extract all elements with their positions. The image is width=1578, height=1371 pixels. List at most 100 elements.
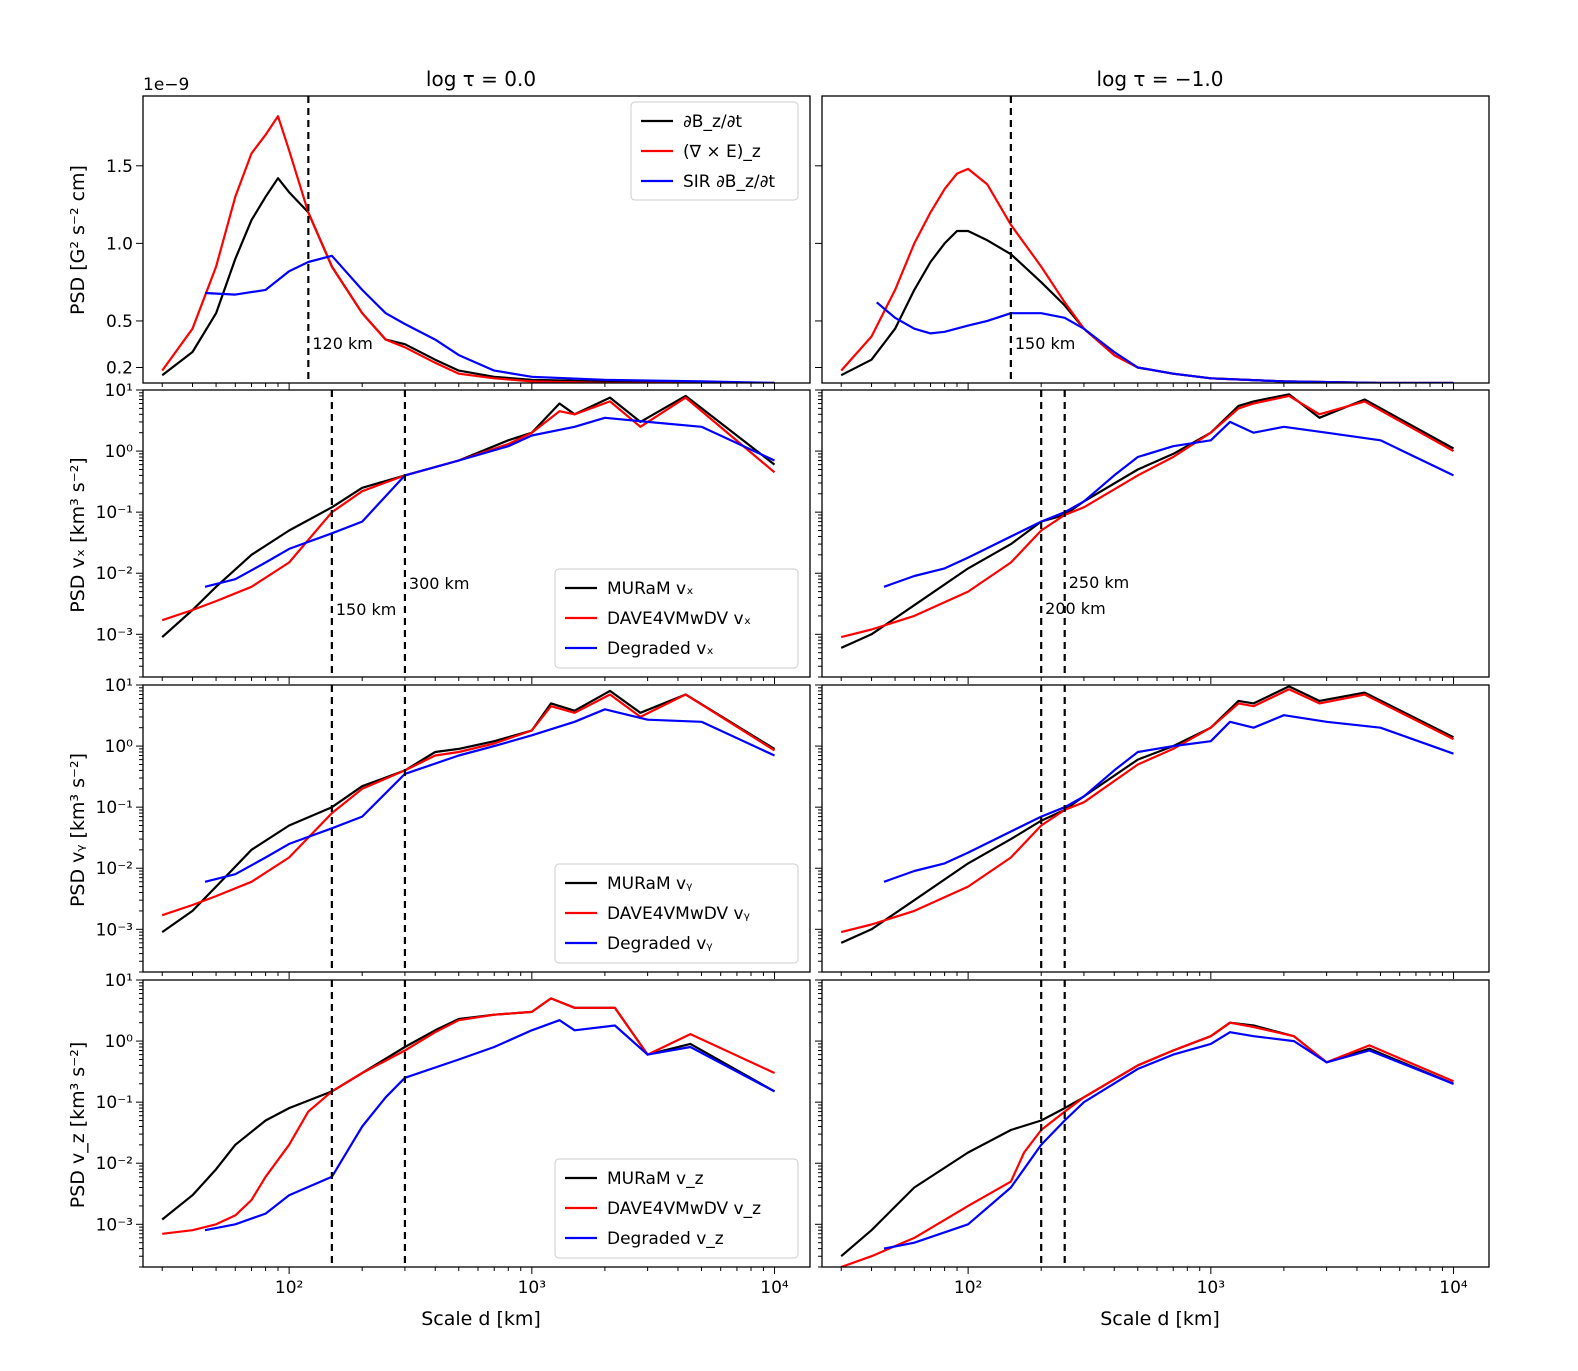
panel-r3c1: 10² 10³ 10⁴ bbox=[815, 979, 1490, 1298]
y-tick-label: 0.5 bbox=[106, 312, 133, 332]
panel-r1c0: 150 km 300 km 10¹ 10⁰ 10⁻¹ 10⁻² 10⁻³ MURaM vₓ DA… bbox=[96, 381, 811, 684]
panel-r0c1: 150 km bbox=[815, 95, 1490, 390]
x-axis-label-left: Scale d [km] bbox=[421, 1308, 541, 1330]
series-line-blue bbox=[883, 714, 1454, 883]
column-title-right: log τ = −1.0 bbox=[1097, 67, 1224, 91]
legend-box bbox=[554, 863, 799, 964]
y-tick-label: 10⁻² bbox=[96, 564, 133, 584]
axes-frame bbox=[821, 389, 1490, 678]
plot-area: 120 km 1.5 1.0 0.5 0.2 ∂B_z/∂t (∇ × E)_z SIR ∂B… bbox=[96, 95, 1490, 1298]
axes-frame bbox=[142, 389, 811, 678]
axes-frame bbox=[821, 95, 1490, 384]
series-line-blue bbox=[204, 254, 775, 383]
series-line-blue bbox=[875, 301, 1454, 383]
series-group bbox=[161, 394, 776, 638]
legend-label: SIR ∂B_z/∂t bbox=[683, 172, 775, 192]
series-group bbox=[840, 685, 1454, 944]
series-line-red bbox=[161, 115, 775, 383]
panel-r3c0: 10² 10³ 10⁴ 10¹ 10⁰ 10⁻¹ 10⁻² 10⁻³ MURaM v_z DAVE… bbox=[96, 971, 811, 1298]
x-tick-label: 10³ bbox=[1197, 1278, 1225, 1298]
y-tick-label: 10¹ bbox=[105, 676, 133, 696]
legend-label: DAVE4VMwDV v_z bbox=[607, 1199, 761, 1219]
legend-label: Degraded vᵧ bbox=[607, 934, 713, 954]
legend-label: Degraded vₓ bbox=[607, 639, 714, 659]
panel-r2c1 bbox=[815, 684, 1490, 979]
legend-box bbox=[554, 568, 799, 669]
series-line-black bbox=[161, 177, 775, 383]
y-tick-label: 10¹ bbox=[105, 971, 133, 991]
axes-frame bbox=[142, 979, 811, 1268]
y-tick-label: 10⁰ bbox=[105, 737, 134, 757]
y-tick-label: 10⁰ bbox=[105, 442, 134, 462]
legend-label: MURaM v_z bbox=[607, 1169, 704, 1189]
y-tick-label: 10⁰ bbox=[105, 1032, 134, 1052]
column-title-left: log τ = 0.0 bbox=[426, 67, 536, 91]
series-line-black bbox=[840, 229, 1454, 383]
legend-label: DAVE4VMwDV vᵧ bbox=[607, 904, 751, 924]
series-line-blue bbox=[883, 1031, 1454, 1250]
vline-label: 250 km bbox=[1069, 573, 1129, 592]
series-line-black bbox=[840, 393, 1455, 649]
y-tick-label: 10⁻² bbox=[96, 1154, 133, 1174]
x-tick-label: 10³ bbox=[518, 1278, 546, 1298]
series-group bbox=[840, 393, 1455, 649]
legend-box bbox=[554, 1158, 799, 1259]
y-axis-label-vy: PSD vᵧ [km³ s⁻²] bbox=[67, 753, 89, 907]
y-tick-label: 10⁻¹ bbox=[96, 503, 133, 523]
y-tick-label: 10⁻¹ bbox=[96, 1093, 133, 1113]
panel-r2c0: 10¹ 10⁰ 10⁻¹ 10⁻² 10⁻³ MURaM vᵧ DAVE4VMwDV vᵧ D… bbox=[96, 676, 811, 979]
series-group bbox=[840, 167, 1454, 383]
series-group bbox=[161, 115, 775, 383]
y-tick-label: 10⁻³ bbox=[96, 920, 133, 940]
series-line-black bbox=[840, 685, 1454, 944]
vline-label: 150 km bbox=[336, 600, 396, 619]
legend-label: (∇ × E)_z bbox=[683, 142, 761, 162]
legend-label: MURaM vₓ bbox=[607, 579, 694, 599]
series-group bbox=[161, 997, 776, 1235]
y-tick-label: 10¹ bbox=[105, 381, 133, 401]
series-line-blue bbox=[204, 1019, 776, 1232]
y-tick-label: 1.0 bbox=[106, 234, 133, 254]
legend-label: ∂B_z/∂t bbox=[683, 112, 742, 132]
x-tick-label: 10⁴ bbox=[760, 1278, 789, 1298]
series-line-blue bbox=[204, 416, 775, 588]
vline-label: 300 km bbox=[409, 574, 469, 593]
legend-label: MURaM vᵧ bbox=[607, 874, 693, 894]
x-tick-label: 10² bbox=[954, 1278, 982, 1298]
series-line-blue bbox=[204, 708, 775, 883]
legend-box bbox=[630, 101, 799, 201]
axes-frame bbox=[821, 684, 1490, 973]
legend-label: Degraded v_z bbox=[607, 1229, 724, 1249]
x-axis-label-right: Scale d [km] bbox=[1100, 1308, 1220, 1330]
legend-label: DAVE4VMwDV vₓ bbox=[607, 609, 751, 629]
series-line-black bbox=[840, 1021, 1454, 1258]
series-line-red bbox=[161, 693, 776, 917]
y-tick-label: 10⁻¹ bbox=[96, 798, 133, 818]
y-tick-label: 1.5 bbox=[106, 157, 133, 177]
series-line-red bbox=[162, 997, 775, 1235]
series-group bbox=[161, 689, 776, 934]
vline-label: 200 km bbox=[1045, 599, 1105, 618]
series-line-red bbox=[840, 394, 1455, 639]
y-axis-label-bz: PSD [G² s⁻² cm] bbox=[67, 165, 89, 315]
axes-frame bbox=[142, 95, 811, 384]
axes-frame bbox=[142, 684, 811, 973]
vline-label: 150 km bbox=[1015, 334, 1075, 353]
panel-r1c1: 200 km 250 km bbox=[815, 389, 1490, 684]
offset-text: 1e−9 bbox=[143, 75, 189, 95]
y-axis-label-vx: PSD vₓ [km³ s⁻²] bbox=[67, 457, 89, 612]
x-tick-label: 10² bbox=[275, 1278, 303, 1298]
y-tick-label: 10⁻² bbox=[96, 859, 133, 879]
series-group bbox=[840, 1021, 1454, 1267]
series-line-red bbox=[840, 1021, 1454, 1267]
y-tick-label: 10⁻³ bbox=[96, 625, 133, 645]
series-line-red bbox=[840, 688, 1454, 934]
y-tick-label: 0.2 bbox=[106, 358, 133, 378]
series-line-red bbox=[840, 167, 1454, 383]
series-line-blue bbox=[883, 420, 1454, 588]
x-tick-label: 10⁴ bbox=[1439, 1278, 1468, 1298]
panel-r0c0: 120 km 1.5 1.0 0.5 0.2 ∂B_z/∂t (∇ × E)_z SIR ∂B… bbox=[106, 95, 811, 390]
vline-label: 120 km bbox=[312, 334, 372, 353]
y-tick-label: 10⁻³ bbox=[96, 1215, 133, 1235]
